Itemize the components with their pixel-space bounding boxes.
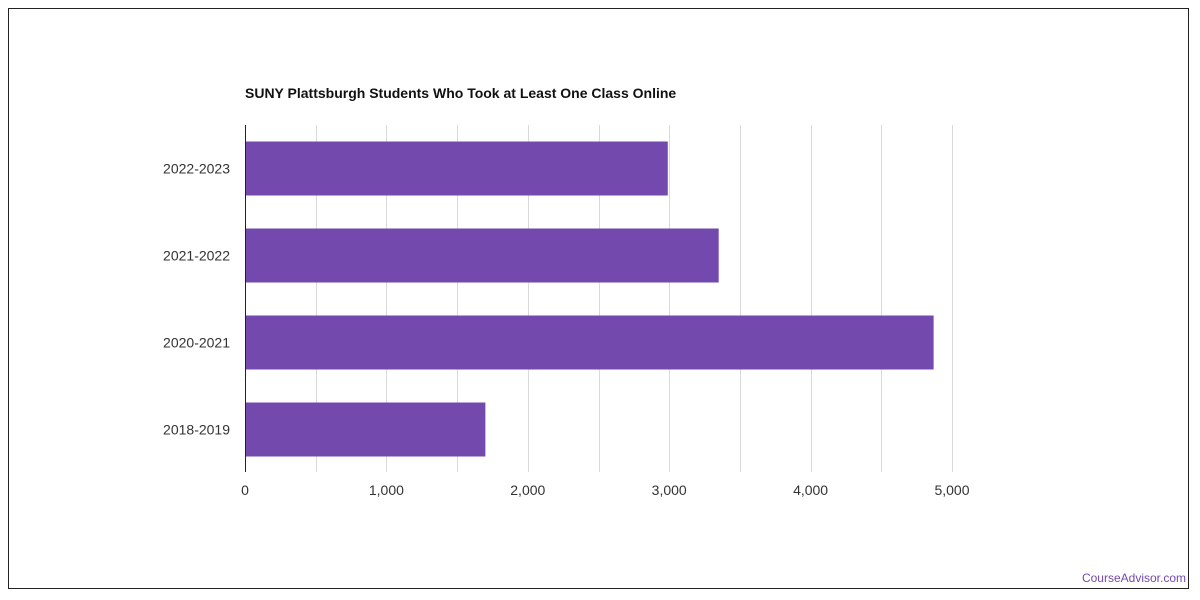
category-label: 2022-2023 (163, 161, 230, 177)
category-label: 2020-2021 (163, 335, 230, 351)
x-tick-label: 0 (241, 482, 249, 498)
x-tick-label: 1,000 (369, 482, 404, 498)
credit-link[interactable]: CourseAdvisor.com (1081, 571, 1186, 585)
bar-2022-2023 (245, 141, 668, 196)
category-label: 2018-2019 (163, 422, 230, 438)
bar-2018-2019 (245, 402, 486, 457)
x-tick-label: 5,000 (934, 482, 969, 498)
bar-2021-2022 (245, 228, 719, 283)
x-tick-label: 2,000 (510, 482, 545, 498)
x-tick-label: 3,000 (652, 482, 687, 498)
bar-2020-2021 (245, 315, 934, 370)
chart-frame (8, 8, 1189, 589)
category-label: 2021-2022 (163, 248, 230, 264)
x-tick-label: 4,000 (793, 482, 828, 498)
chart-title: SUNY Plattsburgh Students Who Took at Le… (245, 85, 677, 101)
